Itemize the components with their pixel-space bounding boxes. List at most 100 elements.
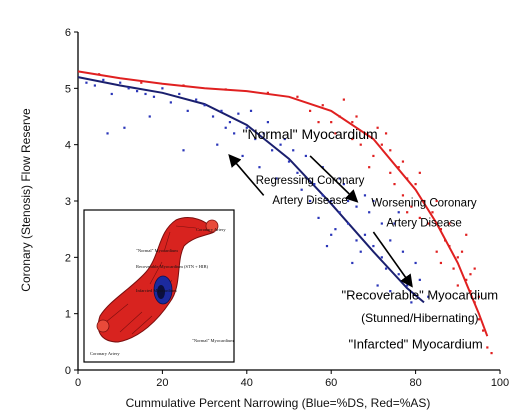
- red-data-point: [418, 216, 421, 219]
- blue-data-point: [414, 261, 417, 265]
- blue-data-point: [119, 81, 122, 84]
- blue-data-point: [275, 177, 278, 180]
- blue-data-point: [296, 171, 299, 174]
- blue-data-point: [258, 166, 261, 169]
- blue-data-point: [334, 228, 337, 231]
- x-tick-label: 60: [325, 377, 337, 389]
- red-data-point: [406, 177, 409, 180]
- annotation-text: "Recoverable" Myocardium: [342, 288, 499, 303]
- red-data-point: [98, 73, 101, 76]
- blue-data-point: [389, 290, 392, 293]
- blue-data-point: [220, 109, 223, 112]
- y-tick-label: 5: [65, 83, 71, 95]
- red-data-point: [266, 91, 269, 94]
- blue-data-point: [384, 267, 388, 270]
- blue-data-point: [123, 126, 126, 129]
- red-data-point: [456, 256, 459, 259]
- x-tick-label: 100: [491, 377, 509, 389]
- blue-data-point: [144, 92, 147, 96]
- inset-label-infarcted: Infarcted Myocardium: [136, 288, 177, 293]
- blue-data-point: [161, 87, 164, 90]
- red-data-point: [456, 284, 459, 287]
- red-data-point: [477, 295, 480, 298]
- y-tick-label: 4: [65, 140, 71, 152]
- red-data-point: [410, 205, 413, 208]
- red-data-point: [355, 115, 358, 118]
- blue-data-point: [152, 95, 156, 98]
- blue-trend-line: [77, 76, 425, 304]
- blue-data-point: [410, 301, 413, 304]
- y-tick-label: 3: [65, 196, 71, 208]
- red-data-point: [296, 95, 299, 98]
- inset-label-coronary-top: Coronary Artery: [196, 227, 226, 232]
- blue-data-point: [330, 199, 333, 203]
- blue-data-point: [148, 115, 151, 118]
- blue-data-point: [283, 137, 286, 141]
- blue-data-point: [245, 126, 248, 129]
- annotation-text: Artery Disease: [272, 195, 347, 207]
- blue-data-point: [195, 98, 198, 101]
- annotation-text: "Infarcted" Myocardium: [348, 337, 482, 352]
- blue-data-point: [102, 78, 105, 81]
- blue-data-point: [127, 87, 130, 90]
- red-data-point: [427, 222, 430, 225]
- blue-data-point: [351, 261, 354, 265]
- red-data-point: [452, 267, 455, 270]
- red-data-point: [182, 84, 185, 87]
- blue-data-point: [363, 194, 367, 197]
- blue-data-point: [380, 222, 383, 225]
- red-data-point: [448, 244, 451, 248]
- x-tick-label: 40: [241, 377, 253, 389]
- red-data-point: [397, 166, 400, 169]
- red-data-point: [473, 301, 476, 304]
- inset-label-normal: "Normal" Myocardium: [136, 248, 178, 253]
- blue-data-point: [313, 183, 316, 186]
- blue-data-point: [186, 109, 189, 112]
- blue-data-point: [110, 92, 113, 96]
- x-tick-label: 80: [409, 377, 421, 389]
- blue-data-point: [338, 211, 341, 214]
- red-data-point: [477, 318, 480, 321]
- x-tick-label: 20: [156, 377, 168, 389]
- blue-data-point: [279, 143, 282, 146]
- blue-data-point: [228, 121, 232, 124]
- blue-data-point: [317, 216, 320, 219]
- inset-label-recoverable: Recoverable Myocardium (STN + HIB): [136, 264, 209, 269]
- blue-data-point: [338, 177, 341, 180]
- annotation-text: Worsening Coronary: [371, 198, 477, 210]
- blue-data-point: [368, 211, 371, 214]
- blue-data-point: [237, 112, 240, 115]
- blue-data-point: [216, 143, 219, 146]
- annotation-arrow: [309, 155, 359, 203]
- red-data-point: [482, 329, 485, 332]
- series-curves: [77, 70, 489, 337]
- red-trend-line: [77, 70, 489, 337]
- red-data-point: [465, 233, 468, 236]
- blue-data-point: [380, 256, 383, 259]
- red-data-point: [351, 137, 354, 141]
- red-data-point: [469, 290, 472, 293]
- blue-data-point: [93, 84, 96, 87]
- y-tick-label: 0: [65, 365, 71, 377]
- blue-data-point: [325, 244, 329, 248]
- y-tick-label: 6: [65, 27, 71, 39]
- y-tick-label: 1: [65, 309, 71, 321]
- red-data-point: [363, 132, 367, 135]
- red-data-point: [486, 346, 489, 349]
- blue-data-point: [372, 199, 375, 203]
- inset-label-coronary-bottom: Coronary Artery: [90, 351, 120, 356]
- infarcted-region: [157, 285, 165, 299]
- blue-data-point: [342, 183, 345, 186]
- tick-labels: 0 20 40 60 80 100 0 1 2 3 4 5 6: [65, 27, 509, 389]
- heart-diagram-inset: Coronary Artery "Normal" Myocardium Reco…: [83, 209, 235, 363]
- blue-data-point: [372, 244, 375, 248]
- blue-data-point: [376, 284, 379, 287]
- red-data-point: [389, 149, 392, 152]
- red-data-point: [338, 115, 341, 118]
- red-data-point: [439, 228, 443, 231]
- annotation-text: Artery Disease: [386, 217, 461, 229]
- coronary-artery-bottom: [96, 319, 110, 333]
- coronary-artery-top: [205, 219, 219, 233]
- blue-data-point: [397, 273, 400, 276]
